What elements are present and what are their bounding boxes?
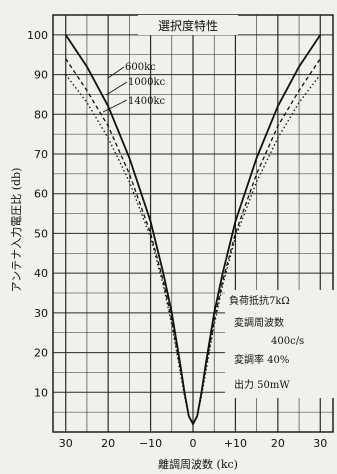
x-tick-label: 30: [313, 437, 327, 450]
y-tick-label: 80: [34, 108, 48, 121]
annotation-output: 出力 50mW: [234, 378, 290, 391]
y-tick-label: 100: [27, 29, 48, 42]
x-axis-label: 離調周波数 (kc): [158, 457, 238, 471]
chart-title: 選択度特性: [158, 18, 218, 33]
chart-grid: [52, 14, 334, 433]
legend-label-600kc: 600kc: [125, 62, 156, 73]
y-tick-label: 70: [34, 148, 48, 161]
y-tick-label: 60: [34, 188, 48, 201]
y-tick-label: 20: [34, 347, 48, 360]
y-tick-label: 90: [34, 69, 48, 82]
legend-leader-1400kc: [102, 99, 128, 113]
legend-leader-1000kc: [105, 81, 128, 96]
annotation-load-resistance: 負荷抵抗7kΩ: [229, 294, 290, 307]
conditions-annotation: 負荷抵抗7kΩ 変調周波数 400c/s 変調率 40% 出力 50mW: [225, 290, 337, 398]
annotation-modulation-rate: 変調率 40%: [234, 353, 289, 366]
annotation-modulation-frequency-value: 400c/s: [271, 336, 304, 347]
x-tick-label: 20: [271, 437, 285, 450]
y-tick-label: 30: [34, 307, 48, 320]
annotation-modulation-frequency: 変調周波数: [234, 316, 284, 329]
y-tick-label: 40: [34, 267, 48, 280]
x-tick-label: 30: [59, 437, 73, 450]
series-legend: 600kc 1000kc 1400kc: [102, 62, 166, 113]
chart-curves: [64, 34, 322, 427]
legend-leader-600kc: [107, 66, 125, 79]
series-line-1400kc: [65, 74, 321, 426]
title-box: [138, 15, 238, 35]
legend-label-1000kc: 1000kc: [128, 77, 166, 88]
y-tick-label: 50: [34, 227, 48, 240]
chart-ticks: 10 20 30 40 50 60 70 80 90 100 30 20 −10 0 +10 20 30: [27, 29, 327, 450]
x-tick-label: +10: [224, 437, 247, 450]
y-tick-label: 10: [34, 386, 48, 399]
x-tick-label: 20: [101, 437, 115, 450]
annotation-box: [225, 290, 337, 398]
x-tick-label: 0: [190, 437, 197, 450]
x-tick-label: −10: [139, 437, 162, 450]
legend-label-1400kc: 1400kc: [128, 96, 166, 107]
y-axis-label: アンテナ入力電圧比 (db): [10, 168, 23, 293]
